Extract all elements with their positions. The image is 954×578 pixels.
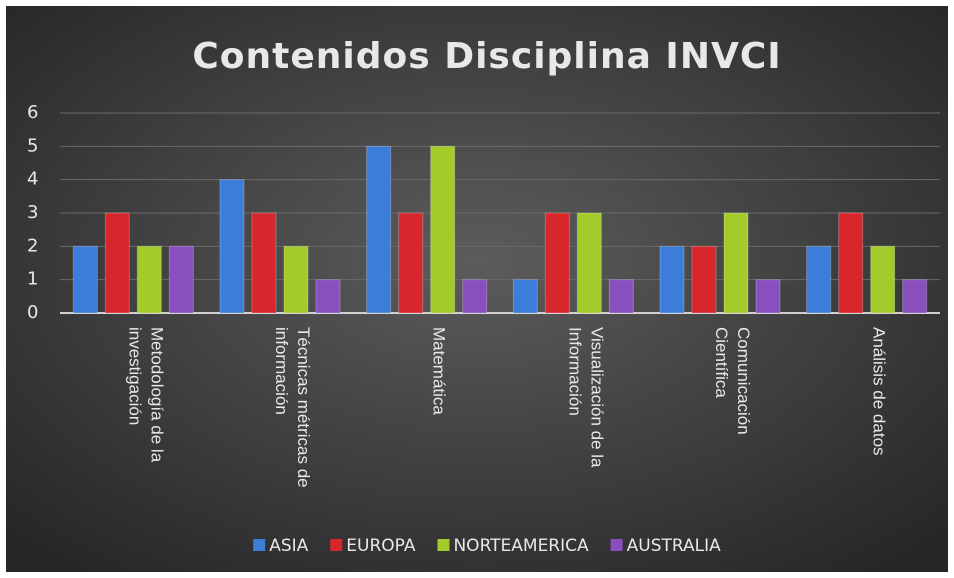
bar [608, 279, 634, 314]
legend-label: NORTEAMERICA [453, 536, 589, 556]
bar [838, 212, 864, 314]
bar [366, 145, 392, 314]
y-tick-label: 6 [27, 102, 38, 123]
bar [315, 279, 341, 314]
bar [659, 245, 685, 314]
y-tick-label: 5 [27, 135, 38, 156]
legend-label: ASIA [269, 536, 308, 556]
bar [283, 245, 309, 314]
bar [168, 245, 194, 314]
bar [723, 212, 749, 314]
bar [136, 245, 162, 314]
x-tick-label: Comunicación Científica [712, 327, 753, 435]
x-tick-label: Matemática [429, 327, 449, 415]
bar [512, 279, 538, 314]
bar [72, 245, 98, 314]
bar [544, 212, 570, 314]
bar [398, 212, 424, 314]
x-tick-label: Visualización de la Información [565, 327, 607, 468]
bar [430, 145, 456, 314]
bar [755, 279, 781, 314]
bar [219, 179, 245, 314]
legend-swatch [330, 539, 343, 551]
x-tick-label: Técnicas métricas de información [272, 327, 313, 488]
legend-swatch [253, 539, 266, 551]
legend-label: AUSTRALIA [627, 536, 721, 556]
y-tick-label: 0 [27, 302, 38, 323]
bar [576, 212, 602, 314]
y-tick-label: 1 [27, 269, 38, 290]
legend-swatch [610, 539, 623, 551]
y-tick-label: 4 [27, 169, 38, 190]
x-tick-label: Análisis de datos [869, 327, 889, 456]
chart-title: Contenidos Disciplina INVCI [192, 36, 781, 77]
bar [462, 279, 488, 314]
legend-swatch [437, 539, 450, 551]
bar [104, 212, 130, 314]
y-tick-label: 2 [27, 235, 38, 256]
legend-label: EUROPA [346, 536, 416, 556]
bar [691, 245, 717, 314]
bar [251, 212, 277, 314]
bar [870, 245, 896, 314]
y-tick-label: 3 [27, 202, 38, 223]
bar [806, 245, 832, 314]
x-tick-label: Metodología de la investigación [125, 327, 167, 463]
bar [902, 279, 928, 314]
